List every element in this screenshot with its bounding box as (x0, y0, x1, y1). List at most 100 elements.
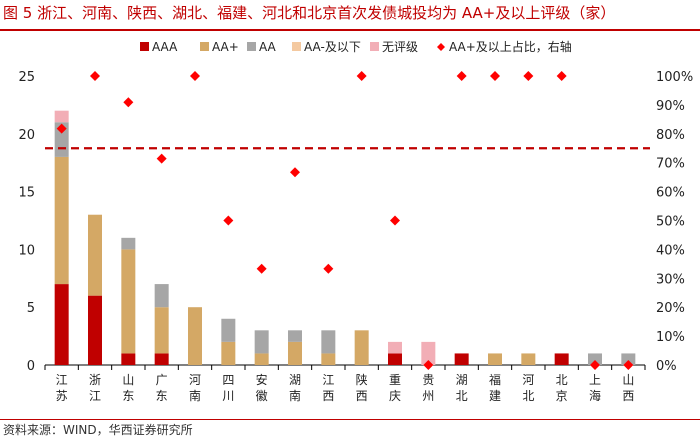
ratio-marker (223, 215, 234, 226)
x-tick-label: 湖南 (289, 372, 301, 403)
x-tick-label: 北京 (556, 373, 568, 403)
ratio-marker (190, 71, 200, 81)
x-tick-label: 湖北 (456, 372, 468, 403)
ratio-marker (356, 71, 367, 81)
bar-segment (254, 353, 269, 365)
y2-tick-label: 90% (656, 99, 685, 114)
y2-tick-label: 70% (656, 157, 685, 172)
bar-series (54, 110, 636, 365)
bar-segment (521, 353, 536, 365)
x-tick-label: 安徽 (256, 372, 268, 403)
bar-segment (154, 284, 169, 308)
y2-tick-label: 50% (656, 215, 685, 230)
legend-swatch-ratio (437, 43, 445, 51)
legend-swatch (247, 42, 256, 51)
footer-divider (0, 419, 700, 420)
x-tick-label: 四川 (222, 373, 234, 403)
bar-segment (121, 353, 136, 365)
bar-segment (54, 110, 69, 123)
y2-tick-label: 0% (656, 359, 677, 374)
bar-segment (54, 156, 69, 285)
chart-legend: AAA AA+ AA AA-及以下 无评级 AA+及以上占比，右轴 (140, 39, 572, 54)
source-note: 资料来源：WIND，华西证券研究所 (3, 423, 193, 437)
bar-segment (254, 330, 269, 354)
y2-tick-label: 20% (656, 301, 685, 316)
bar-segment (121, 249, 136, 354)
bar-segment (154, 353, 169, 365)
y-tick-label: 0 (27, 359, 35, 374)
legend-label: AA (259, 40, 277, 54)
x-tick-label: 山东 (122, 373, 134, 403)
bar-segment (621, 353, 636, 365)
bar-segment (88, 214, 102, 296)
y-tick-label: 5 (27, 301, 35, 316)
legend-swatch (140, 42, 149, 51)
bar-segment (488, 353, 502, 365)
x-tick-label: 福建 (489, 372, 501, 403)
bar-segment (421, 341, 436, 365)
ratio-marker (323, 263, 334, 274)
ratio-marker (123, 97, 134, 108)
ratio-marker (290, 167, 300, 178)
y-tick-label: 15 (18, 186, 35, 201)
x-tick-label: 广东 (156, 373, 168, 403)
ratio-marker (490, 71, 500, 81)
ratio-markers (56, 71, 634, 370)
ratio-marker (590, 360, 600, 370)
bar-segment (321, 353, 336, 365)
x-tick-label: 河北 (522, 373, 534, 403)
legend-label: 无评级 (382, 40, 418, 54)
bar-segment (221, 318, 236, 342)
bar-segment (288, 341, 302, 365)
legend-swatch (292, 42, 301, 51)
x-tick-label: 山西 (622, 373, 634, 403)
x-tick-label: 上海 (589, 373, 601, 403)
ratio-marker (623, 360, 634, 370)
bar-segment (88, 295, 102, 365)
bar-segment (388, 341, 402, 354)
y2-tick-label: 30% (656, 272, 685, 287)
y2-tick-label: 60% (656, 186, 685, 201)
y-tick-label: 10 (18, 243, 35, 258)
x-tick-label: 贵州 (422, 373, 434, 403)
y2-tick-label: 40% (656, 243, 685, 258)
y-tick-label: 20 (18, 128, 35, 143)
bar-segment (454, 353, 469, 365)
bar-segment (288, 330, 302, 342)
legend-label: AAA (152, 40, 178, 54)
ratio-marker (256, 263, 267, 274)
chart-axes: 0 5 10 15 20 25 0% 10% 20% 30% 40% 50% 60% 70% 80% 90% 1… (18, 70, 693, 403)
ratio-marker (523, 71, 534, 81)
bar-segment (154, 307, 169, 354)
x-tick-label: 江苏 (56, 373, 68, 403)
x-tick-label: 河南 (189, 373, 201, 403)
ratio-marker (390, 215, 400, 226)
bar-segment (354, 330, 369, 365)
bar-segment (54, 284, 69, 365)
bar-segment (588, 353, 602, 365)
ratio-marker (56, 123, 67, 134)
ratio-marker (90, 71, 100, 81)
x-tick-label: 重庆 (389, 373, 401, 403)
legend-label: AA+及以上占比，右轴 (449, 39, 572, 54)
x-tick-label: 浙江 (89, 373, 101, 403)
title-divider (0, 29, 700, 31)
y2-tick-label: 10% (656, 330, 685, 345)
legend-label: AA-及以下 (304, 40, 361, 54)
y2-tick-label: 100% (656, 70, 693, 85)
legend-label: AA+ (212, 40, 239, 54)
ratio-marker (156, 153, 167, 164)
ratio-marker (456, 71, 467, 81)
x-tick-label: 陕西 (356, 372, 368, 403)
bar-segment (321, 330, 336, 354)
figure-title: 图 5 浙江、河南、陕西、湖北、福建、河北和北京首次发债城投均为 AA+及以上评… (3, 4, 616, 22)
y2-tick-label: 80% (656, 128, 685, 143)
x-tick-label: 江西 (322, 373, 334, 403)
legend-swatch (200, 42, 209, 51)
y-tick-label: 25 (18, 70, 35, 85)
bar-segment (554, 353, 569, 365)
bar-segment (188, 307, 202, 365)
bar-segment (121, 237, 136, 250)
bar-segment (221, 341, 236, 365)
bar-segment (388, 353, 402, 365)
